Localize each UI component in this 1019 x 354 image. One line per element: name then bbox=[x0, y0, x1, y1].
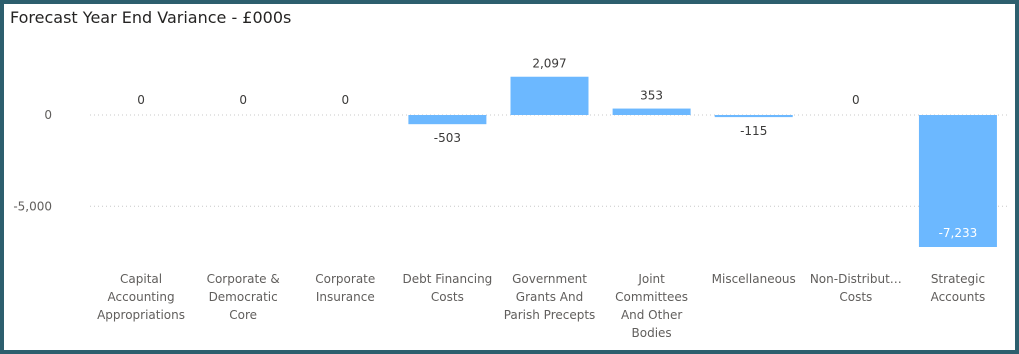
data-label-6: -115 bbox=[740, 124, 767, 138]
category-label-5: Bodies bbox=[632, 326, 672, 340]
y-tick-label: 0 bbox=[44, 108, 52, 122]
bar-chart: 0 -5,000 0 Capital Accounting Appropriations 0… bbox=[13, 57, 1009, 340]
category-label-1: Core bbox=[229, 308, 257, 322]
data-label-1: 0 bbox=[239, 93, 247, 107]
category-label-2: Corporate bbox=[315, 272, 375, 286]
category-label-2: Insurance bbox=[316, 290, 375, 304]
category-label-4: Government bbox=[512, 272, 587, 286]
bar-4[interactable] bbox=[510, 76, 589, 115]
category-label-0: Appropriations bbox=[97, 308, 185, 322]
category-label-0: Accounting bbox=[108, 290, 175, 304]
data-label-2: 0 bbox=[341, 93, 349, 107]
category-label-3: Costs bbox=[431, 290, 464, 304]
category-label-7: Non-Distribut… bbox=[810, 272, 902, 286]
category-label-4: Parish Precepts bbox=[504, 308, 596, 322]
data-label-3: -503 bbox=[434, 131, 461, 145]
data-label-5: 353 bbox=[640, 89, 663, 103]
bar-5[interactable] bbox=[612, 108, 691, 115]
category-label-7: Costs bbox=[839, 290, 872, 304]
chart-card: Forecast Year End Variance - £000s 0 -5,0… bbox=[4, 4, 1015, 350]
bar-3[interactable] bbox=[408, 115, 487, 125]
category-label-1: Corporate & bbox=[207, 272, 280, 286]
category-label-4: Grants And bbox=[516, 290, 583, 304]
category-label-5: Joint bbox=[637, 272, 665, 286]
bar-8[interactable] bbox=[918, 115, 997, 248]
category-label-6: Miscellaneous bbox=[712, 272, 796, 286]
y-tick-label: -5,000 bbox=[13, 199, 52, 213]
data-label-0: 0 bbox=[137, 93, 145, 107]
category-label-5: And Other bbox=[621, 308, 682, 322]
category-label-0: Capital bbox=[120, 272, 162, 286]
chart-title: Forecast Year End Variance - £000s bbox=[10, 8, 292, 27]
category-label-5: Committees bbox=[615, 290, 688, 304]
category-label-3: Debt Financing bbox=[402, 272, 492, 286]
data-label-8: -7,233 bbox=[939, 226, 978, 240]
category-label-8: Strategic bbox=[931, 272, 985, 286]
bar-6[interactable] bbox=[714, 115, 793, 118]
data-label-4: 2,097 bbox=[532, 57, 566, 71]
category-label-1: Democratic bbox=[209, 290, 278, 304]
data-label-7: 0 bbox=[852, 93, 860, 107]
category-label-8: Accounts bbox=[931, 290, 986, 304]
